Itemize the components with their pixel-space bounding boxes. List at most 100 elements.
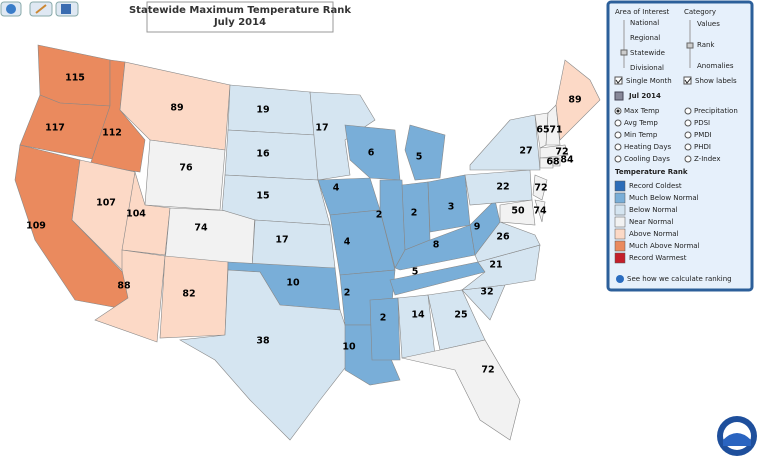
state-rank-label: 74: [194, 223, 208, 234]
state-region: [539, 157, 554, 169]
parameter-option[interactable]: Cooling Days: [624, 155, 670, 163]
state-region: [545, 104, 561, 146]
state-rank-label: 38: [256, 336, 270, 347]
title-box: [146, 1, 334, 33]
radio-button[interactable]: [614, 155, 622, 163]
state-rank-label: 76: [179, 163, 193, 174]
state-region: [344, 124, 401, 181]
state-rank-label: 50: [511, 206, 525, 217]
parameter-option[interactable]: Max Temp: [624, 107, 660, 115]
parameter-option[interactable]: PHDI: [694, 143, 711, 151]
state-region: [534, 199, 546, 223]
legend-swatch: [614, 252, 626, 264]
state-region: [227, 84, 316, 136]
state-rank-label: 26: [496, 232, 510, 243]
state-rank-label: 2: [380, 313, 387, 324]
parameter-option[interactable]: Min Temp: [624, 131, 658, 139]
radio-button[interactable]: [614, 143, 622, 151]
area-option[interactable]: National: [630, 19, 659, 27]
state-rank-label: 2: [344, 288, 351, 299]
radio-dot: [616, 109, 620, 113]
parameter-option[interactable]: Precipitation: [694, 107, 738, 115]
radio-button[interactable]: [684, 119, 692, 127]
calendar-icon[interactable]: [614, 91, 624, 101]
state-region: [404, 124, 446, 181]
slider-thumb[interactable]: [686, 42, 694, 49]
checkbox[interactable]: [614, 76, 623, 85]
legend-label: Record Warmest: [629, 254, 687, 262]
state-rank-label: 17: [315, 123, 328, 134]
state-rank-label: 5: [416, 152, 423, 163]
state-rank-label: 72: [534, 183, 547, 194]
category-option[interactable]: Rank: [697, 41, 715, 49]
state-rank-label: 84: [560, 155, 574, 166]
state-region: [251, 219, 336, 269]
legend-swatch: [614, 192, 626, 204]
legend-label: Record Coldest: [629, 182, 682, 190]
state-rank-label: 15: [256, 191, 269, 202]
state-rank-label: 8: [433, 240, 440, 251]
state-rank-label: 9: [474, 222, 481, 233]
state-rank-label: 19: [256, 105, 269, 116]
state-rank-label: 5: [412, 267, 419, 278]
slider-thumb[interactable]: [620, 49, 628, 56]
ranking-link[interactable]: See how we calculate ranking: [627, 275, 732, 283]
parameter-option[interactable]: Avg Temp: [624, 119, 658, 127]
map-title: Statewide Maximum Temperature Rank: [129, 5, 351, 16]
state-rank-label: 10: [342, 342, 356, 353]
state-rank-label: 109: [26, 221, 46, 232]
state-rank-label: 117: [45, 123, 65, 134]
checkbox-label: Single Month: [626, 77, 672, 85]
state-region: [121, 171, 171, 256]
state-rank-label: 115: [65, 73, 85, 84]
area-option[interactable]: Divisional: [630, 64, 664, 72]
state-rank-label: 71: [549, 125, 562, 136]
radio-button[interactable]: [684, 131, 692, 139]
legend-swatch: [614, 240, 626, 252]
legend-swatch: [614, 180, 626, 192]
state-region: [499, 199, 536, 226]
radio-button[interactable]: [614, 119, 622, 127]
state-region: [469, 114, 541, 171]
state-rank-label: 25: [454, 310, 467, 321]
legend-label: Above Normal: [629, 230, 679, 238]
state-rank-label: 32: [480, 287, 493, 298]
area-option[interactable]: Statewide: [630, 49, 665, 57]
state-region: [401, 339, 521, 441]
panel-frame: [606, 0, 754, 292]
help-icon[interactable]: [616, 275, 624, 283]
category-option[interactable]: Anomalies: [697, 62, 734, 70]
parameter-option[interactable]: Z-Index: [694, 155, 720, 163]
parameter-option[interactable]: PMDI: [694, 131, 712, 139]
legend-swatch: [614, 216, 626, 228]
parameter-option[interactable]: Heating Days: [624, 143, 671, 151]
parameter-option[interactable]: PDSI: [694, 119, 710, 127]
state-region: [539, 144, 569, 159]
state-region: [532, 174, 548, 201]
radio-button[interactable]: [684, 143, 692, 151]
category-label: Category: [684, 8, 716, 16]
state-rank-label: 21: [489, 260, 502, 271]
state-rank-label: 4: [344, 237, 351, 248]
check-mark: [684, 77, 692, 84]
area-option[interactable]: Regional: [630, 34, 660, 42]
radio-button[interactable]: [684, 155, 692, 163]
legend-label: Near Normal: [629, 218, 673, 226]
state-rank-label: 112: [102, 128, 122, 139]
logo-wave: [723, 433, 751, 446]
state-rank-label: 27: [519, 146, 532, 157]
radio-button[interactable]: [614, 131, 622, 139]
state-rank-label: 65: [536, 125, 549, 136]
category-option[interactable]: Values: [697, 20, 720, 28]
state-region: [224, 129, 319, 181]
legend-swatch: [614, 204, 626, 216]
radio-button[interactable]: [684, 107, 692, 115]
checkbox[interactable]: [683, 76, 692, 85]
state-rank-label: 2: [411, 208, 418, 219]
state-rank-label: 74: [533, 206, 547, 217]
state-region: [552, 157, 561, 167]
map-subtitle: July 2014: [213, 17, 266, 28]
